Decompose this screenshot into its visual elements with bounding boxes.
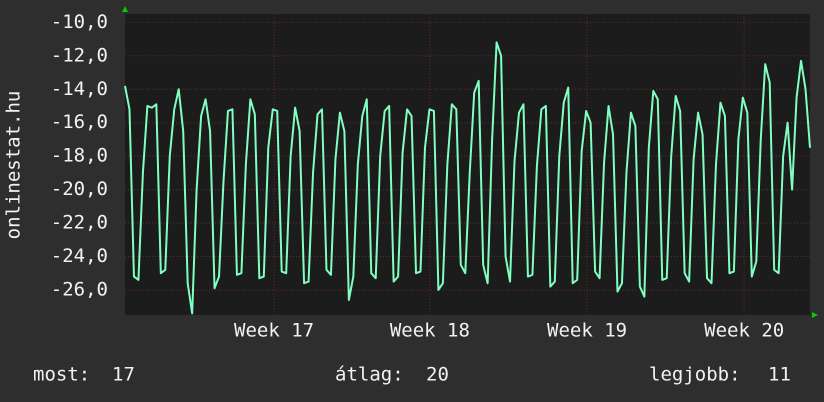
y-tick-label: -14,0	[51, 78, 108, 100]
y-axis-label: onlinestat.hu	[3, 91, 25, 240]
x-tick-label: Week 17	[234, 320, 314, 342]
y-tick-label: -16,0	[51, 111, 108, 133]
y-tick-label: -18,0	[51, 145, 108, 167]
average-label: átlag:	[335, 364, 404, 386]
average-value: 20	[426, 364, 449, 386]
current-label: most:	[33, 364, 90, 386]
plot-area	[125, 14, 810, 315]
y-tick-label: -12,0	[51, 44, 108, 66]
y-tick-label: -24,0	[51, 245, 108, 267]
x-axis-arrow	[812, 312, 818, 318]
y-axis-arrow	[122, 6, 128, 12]
y-tick-label: -10,0	[51, 11, 108, 33]
y-tick-label: -22,0	[51, 212, 108, 234]
best-value: 11	[768, 364, 791, 386]
data-line	[124, 41, 811, 315]
best-label: legjobb:	[649, 364, 741, 386]
y-tick-label: -20,0	[51, 178, 108, 200]
current-value: 17	[112, 364, 135, 386]
x-tick-label: Week 18	[390, 320, 470, 342]
x-tick-label: Week 20	[704, 320, 784, 342]
y-tick-label: -26,0	[51, 278, 108, 300]
x-tick-label: Week 19	[547, 320, 627, 342]
